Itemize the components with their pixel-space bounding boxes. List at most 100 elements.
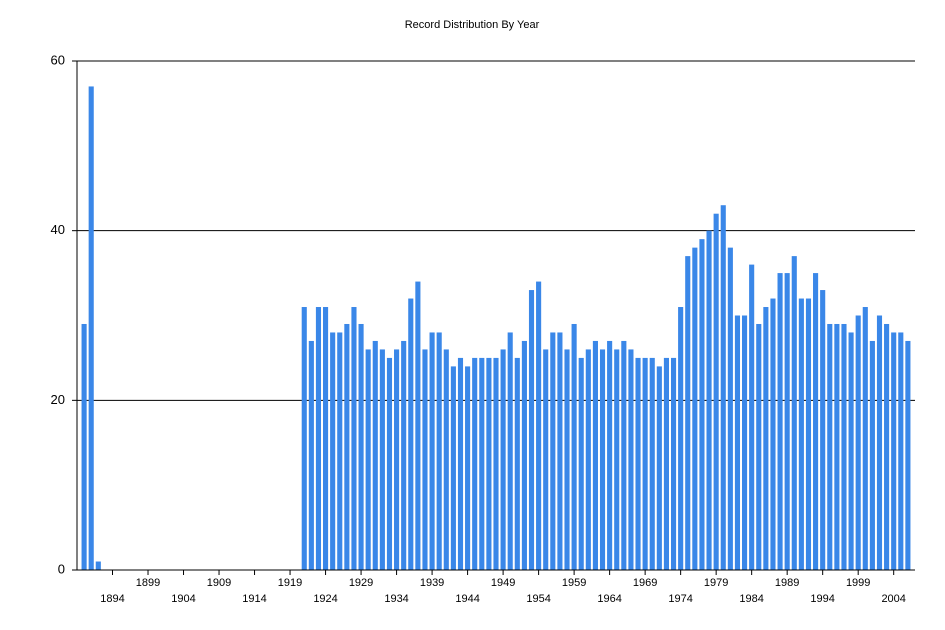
x-tick-label: 1999 [846, 577, 870, 589]
bar [614, 349, 620, 570]
bar [642, 357, 648, 570]
bar [457, 357, 464, 570]
bar [472, 357, 478, 570]
bar [507, 332, 513, 570]
bar [827, 323, 833, 570]
bar [635, 357, 641, 570]
bar [528, 290, 535, 570]
bar [351, 307, 357, 570]
bar [813, 273, 819, 570]
bar [465, 366, 471, 570]
bar [592, 340, 598, 570]
bar [344, 323, 350, 570]
bar [315, 307, 322, 570]
bar [656, 366, 662, 570]
bar [784, 273, 790, 570]
x-tick-label: 1949 [491, 577, 515, 589]
bar [564, 349, 570, 570]
bar [855, 315, 861, 570]
bar [514, 357, 520, 570]
x-tick-label: 1964 [597, 593, 621, 605]
bar [571, 323, 577, 570]
bar [884, 323, 890, 570]
bar [834, 323, 840, 570]
bar [95, 561, 101, 570]
bar [891, 332, 897, 570]
bar [379, 349, 385, 570]
bar [742, 315, 748, 570]
bar [308, 340, 314, 570]
x-tick-label: 1959 [562, 577, 586, 589]
bar [798, 298, 804, 570]
bar [323, 307, 329, 570]
bar [479, 357, 485, 570]
x-tick-label: 1939 [420, 577, 444, 589]
bar [805, 298, 812, 570]
y-tick-label: 60 [51, 52, 65, 67]
bar [692, 247, 698, 570]
x-tick-label: 1929 [349, 577, 373, 589]
x-tick-label: 1934 [384, 593, 408, 605]
bar [848, 332, 854, 570]
bar [777, 273, 783, 570]
bar [543, 349, 549, 570]
bar [422, 349, 428, 570]
bar [372, 340, 378, 570]
bar [578, 357, 584, 570]
bar [486, 357, 492, 570]
bar [550, 332, 556, 570]
bar [841, 323, 847, 570]
x-tick-label: 2004 [881, 593, 905, 605]
bar [706, 230, 712, 570]
bar [678, 307, 684, 570]
bar [493, 357, 499, 570]
bar [670, 357, 677, 570]
y-tick-label: 20 [51, 392, 65, 407]
x-tick-label: 1904 [171, 593, 195, 605]
bar [521, 340, 527, 570]
bar [862, 307, 868, 570]
bar [450, 366, 456, 570]
x-tick-label: 1974 [668, 593, 692, 605]
x-tick-label: 1894 [100, 593, 124, 605]
bar [713, 213, 719, 570]
bar [358, 323, 364, 570]
bar [585, 349, 591, 570]
x-tick-label: 1984 [739, 593, 763, 605]
bar [415, 281, 421, 570]
bar [699, 239, 705, 570]
bar [81, 323, 87, 570]
bar [436, 332, 442, 570]
bar [898, 332, 904, 570]
bar [905, 340, 911, 570]
bar [727, 247, 733, 570]
bar [599, 349, 606, 570]
bar [301, 307, 307, 570]
bar [330, 332, 336, 570]
bar [756, 323, 762, 570]
bar [628, 349, 634, 570]
bar [408, 298, 414, 570]
bar [443, 349, 449, 570]
x-tick-label: 1924 [313, 593, 337, 605]
x-tick-label: 1919 [278, 577, 302, 589]
bar [876, 315, 883, 570]
x-tick-label: 1944 [455, 593, 479, 605]
x-tick-label: 1954 [526, 593, 550, 605]
bar [401, 340, 407, 570]
chart-title: Record Distribution By Year [405, 19, 540, 31]
x-tick-label: 1914 [242, 593, 266, 605]
bar [685, 256, 691, 570]
bar [557, 332, 563, 570]
x-tick-label: 1994 [810, 593, 834, 605]
bar [820, 290, 826, 570]
bar [869, 340, 875, 570]
bar [649, 357, 655, 570]
y-tick-label: 40 [51, 222, 65, 237]
x-tick-label: 1899 [136, 577, 160, 589]
bar [663, 357, 669, 570]
bar [791, 256, 797, 570]
bar [720, 205, 726, 570]
bar [365, 349, 371, 570]
